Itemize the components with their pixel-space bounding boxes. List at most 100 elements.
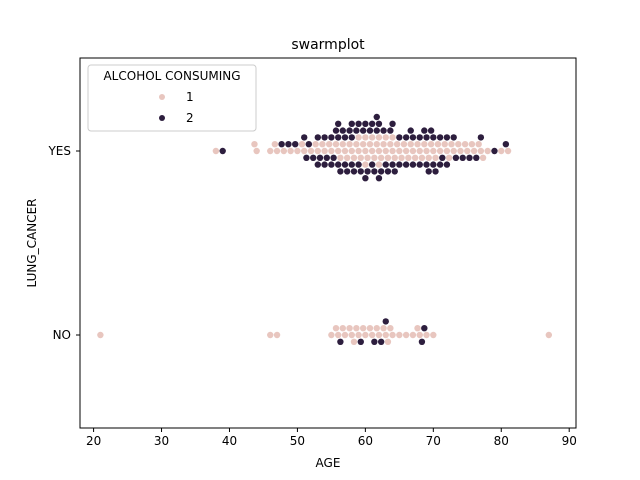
swarm-point-series-2: [334, 134, 342, 141]
swarm-point-series-2: [362, 120, 369, 128]
swarm-point-series-1: [382, 147, 389, 155]
swarm-point-series-1: [423, 147, 430, 155]
swarm-point-series-2: [334, 120, 342, 128]
swarm-point-series-2: [337, 168, 344, 175]
swarm-point-series-1: [341, 147, 349, 155]
swarm-point-series-1: [350, 338, 358, 345]
swarm-point-series-2: [343, 168, 351, 175]
swarm-point-series-1: [267, 331, 274, 339]
x-axis-label: AGE: [316, 456, 341, 470]
swarm-point-series-2: [348, 134, 355, 141]
swarm-point-series-1: [389, 134, 396, 141]
swarm-point-series-2: [357, 168, 364, 175]
swarm-point-series-1: [253, 147, 260, 155]
swarm-point-series-2: [366, 127, 374, 134]
swarm-point-series-1: [348, 331, 355, 339]
swarm-point-series-1: [366, 325, 374, 332]
swarm-point-series-2: [219, 147, 226, 155]
swarm-point-series-2: [473, 154, 480, 161]
swarm-point-series-1: [504, 147, 512, 155]
swarm-point-series-1: [425, 154, 432, 161]
swarm-point-series-2: [357, 338, 364, 345]
swarm-point-series-1: [373, 141, 380, 148]
swarm-point-series-1: [307, 147, 315, 155]
swarm-point-series-1: [319, 141, 326, 148]
swarm-point-series-2: [396, 161, 403, 168]
swarm-point-series-1: [368, 134, 376, 141]
swarm-point-series-1: [407, 141, 414, 148]
swarm-point-series-1: [430, 331, 437, 339]
swarm-point-series-1: [389, 331, 396, 339]
swarm-point-series-1: [457, 147, 464, 155]
swarm-point-series-1: [430, 147, 437, 155]
swarm-point-series-1: [414, 325, 421, 332]
swarm-point-series-1: [353, 325, 360, 332]
swarm-point-series-1: [332, 141, 340, 148]
swarm-point-series-1: [355, 147, 362, 155]
swarm-point-series-1: [400, 141, 408, 148]
swarm-point-series-1: [434, 141, 442, 148]
swarm-point-series-2: [359, 127, 367, 134]
swarm-point-series-2: [443, 134, 451, 141]
swarm-point-series-1: [387, 141, 394, 148]
swarm-point-series-1: [251, 141, 258, 148]
swarm-point-series-2: [303, 154, 310, 161]
swarm-point-series-2: [368, 120, 376, 128]
swarm-point-series-2: [339, 127, 346, 134]
swarm-point-series-2: [430, 161, 437, 168]
swarm-point-series-2: [316, 154, 324, 161]
swarm-point-series-2: [418, 338, 426, 345]
swarm-point-series-2: [375, 175, 383, 182]
swarm-point-series-1: [364, 154, 371, 161]
swarm-point-series-1: [334, 331, 342, 339]
swarm-point-series-2: [436, 134, 444, 141]
swarm-point-series-2: [407, 127, 414, 134]
swarm-point-series-2: [443, 161, 451, 168]
swarm-point-series-2: [416, 161, 423, 168]
swarm-point-series-2: [452, 154, 460, 161]
swarm-point-series-1: [382, 331, 389, 339]
swarm-point-series-1: [328, 147, 335, 155]
swarm-point-series-2: [416, 134, 423, 141]
swarm-point-series-1: [97, 331, 104, 339]
swarm-point-series-1: [423, 331, 430, 339]
swarm-point-series-1: [346, 141, 353, 148]
swarm-point-series-2: [389, 120, 396, 128]
swarm-point-series-2: [421, 325, 428, 332]
swarm-point-series-1: [362, 331, 369, 339]
legend-swatch-2: [159, 115, 165, 121]
swarm-point-series-1: [355, 331, 362, 339]
swarm-point-series-2: [382, 318, 389, 325]
swarm-point-series-2: [477, 134, 485, 141]
swarm-point-series-1: [350, 154, 358, 161]
swarm-point-series-1: [391, 154, 398, 161]
swarm-point-series-2: [350, 168, 358, 175]
legend-box: [87, 64, 257, 132]
y-axis: YES NO: [47, 144, 80, 342]
swarm-point-series-1: [464, 147, 471, 155]
swarm-point-series-2: [314, 134, 322, 141]
points-layer: [97, 113, 553, 345]
swarm-point-series-2: [285, 141, 292, 148]
swarm-point-series-1: [432, 154, 439, 161]
legend-swatch-1: [159, 94, 165, 100]
swarm-point-series-1: [405, 154, 412, 161]
swarm-point-series-1: [375, 331, 383, 339]
swarm-point-series-2: [348, 161, 355, 168]
swarm-point-series-2: [334, 161, 342, 168]
swarm-point-series-2: [305, 141, 313, 148]
swarm-point-series-1: [362, 147, 369, 155]
swarm-point-series-1: [380, 141, 387, 148]
swarm-point-series-1: [212, 147, 220, 155]
swarm-point-series-1: [470, 147, 478, 155]
swarm-point-series-2: [323, 154, 331, 161]
swarm-point-series-2: [310, 154, 317, 161]
swarm-point-series-1: [298, 141, 306, 148]
swarm-point-series-2: [396, 134, 403, 141]
x-tick-label: 80: [494, 434, 509, 448]
swarm-point-series-2: [432, 168, 439, 175]
x-tick-label: 60: [358, 434, 373, 448]
swarm-point-series-1: [445, 154, 453, 161]
swarm-point-series-1: [479, 154, 487, 161]
